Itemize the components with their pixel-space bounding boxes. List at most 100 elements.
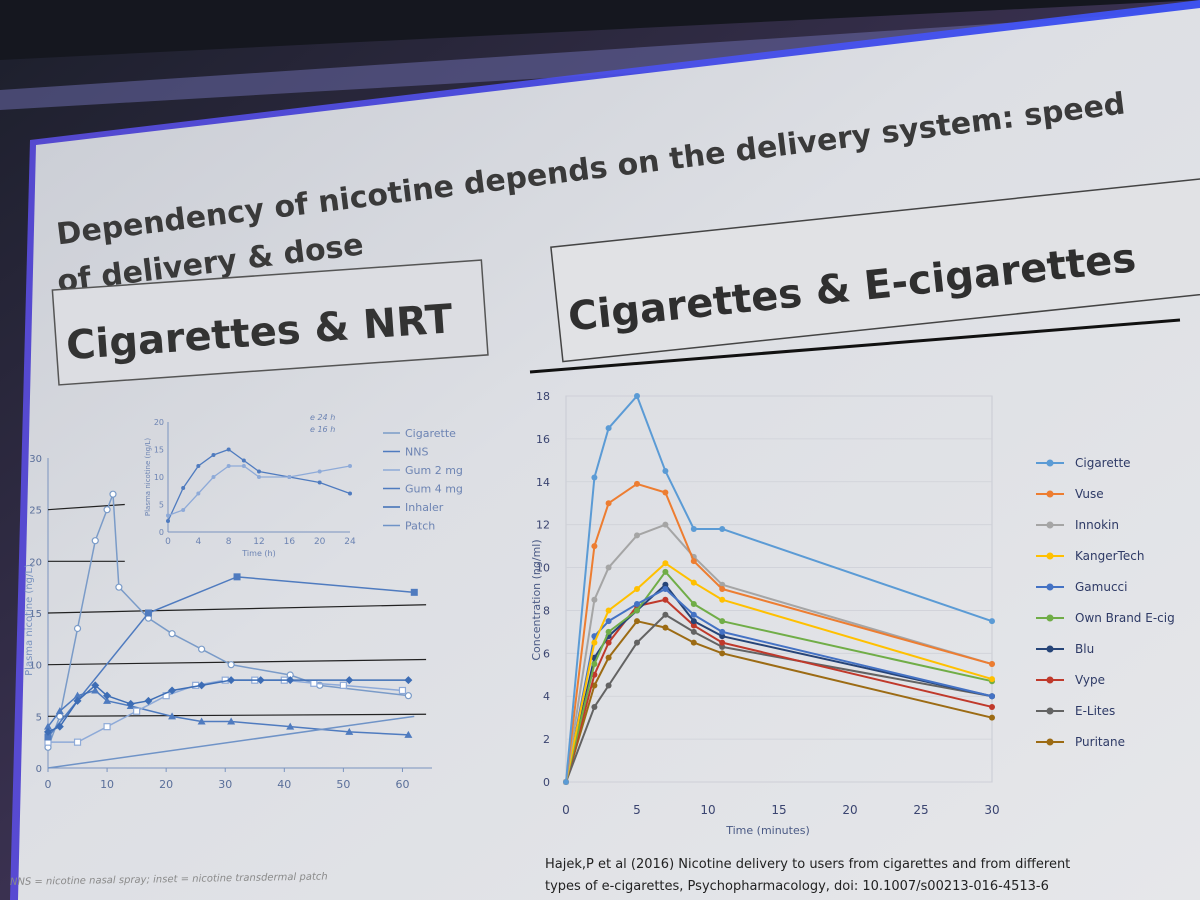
right-series-point	[719, 643, 726, 650]
left-reference-line	[47, 503, 125, 511]
left-series-point	[410, 588, 418, 596]
left-series-point	[55, 722, 64, 731]
left-x-tick-label: 20	[159, 778, 173, 791]
right-series-point	[719, 596, 726, 603]
inset-series-point	[348, 491, 352, 496]
right-series-point	[634, 393, 640, 399]
inset-series-line	[167, 448, 351, 522]
left-y-tick-label: 30	[29, 454, 42, 465]
inset-y-tick-label: 5	[159, 501, 164, 510]
left-series-point	[44, 727, 52, 736]
left-heading-box: Cigarettes & NRT	[51, 259, 489, 386]
right-series-point	[634, 607, 640, 614]
inset-y-tick-label: 15	[154, 446, 164, 455]
inset-x-tick-label: 16	[284, 537, 296, 547]
right-series-point	[662, 560, 669, 567]
right-chart-grid	[565, 395, 993, 783]
left-legend-label: Patch	[405, 520, 435, 533]
right-x-tick-label: 10	[700, 803, 715, 817]
inset-series-point	[317, 469, 322, 474]
left-chart-series	[44, 490, 418, 769]
inset-x-tick-label: 12	[253, 537, 264, 547]
left-series-point	[233, 573, 241, 581]
left-y-tick-label: 20	[29, 557, 42, 568]
right-legend-marker	[1046, 738, 1054, 746]
left-series-point	[55, 707, 64, 715]
inset-y-tick-label: 20	[154, 418, 164, 427]
right-series-point	[591, 474, 598, 481]
left-series-point	[227, 717, 236, 725]
inset-series-point	[348, 464, 352, 468]
left-series-point	[197, 681, 206, 690]
right-series-point	[690, 628, 697, 635]
right-series-point	[719, 525, 726, 532]
right-x-tick-label: 5	[633, 803, 641, 817]
right-legend-label: Innokin	[1075, 518, 1119, 532]
right-chart-series	[563, 393, 995, 785]
right-legend-marker	[1046, 490, 1054, 498]
right-legend-label: Gamucci	[1075, 580, 1127, 594]
left-series-point	[310, 679, 318, 687]
left-series-line	[47, 689, 409, 736]
right-series-point	[605, 682, 612, 689]
left-series-line	[47, 576, 415, 738]
right-legend-marker	[1046, 552, 1054, 560]
right-series-point	[690, 639, 697, 646]
left-series-point	[168, 686, 177, 695]
right-legend-label: Own Brand E-cig	[1075, 611, 1175, 625]
left-reference-line	[47, 604, 427, 614]
right-series-line	[565, 523, 993, 783]
left-series-point	[197, 717, 206, 725]
inset-series-point	[241, 458, 246, 463]
right-x-tick-label: 25	[913, 803, 928, 817]
right-series-point	[690, 622, 697, 629]
left-series-point	[227, 676, 236, 685]
left-series-point	[103, 696, 112, 704]
inset-series-point	[181, 508, 186, 512]
left-series-point	[91, 686, 100, 694]
inset-ylabel: Plasma nicotine (ng/L)	[144, 438, 152, 516]
inset-legend-label: e 24 h	[310, 413, 335, 422]
right-series-point	[634, 618, 640, 625]
left-series-point	[144, 609, 152, 617]
inset-x-tick-label: 4	[195, 537, 201, 547]
right-legend-marker	[1046, 676, 1054, 684]
left-series-point	[91, 681, 100, 690]
right-series-point	[989, 676, 995, 683]
inset-series-point	[211, 475, 216, 479]
right-series-point	[605, 628, 612, 635]
left-legend-label: NNS	[405, 446, 428, 459]
right-series-point	[605, 425, 612, 432]
right-chart-ticks: 0 5 10 15 20 25 30 0 2 4 6 8 10 12 14 16 18	[536, 390, 1000, 817]
left-series-line	[48, 679, 403, 743]
left-reference-line	[47, 658, 427, 666]
right-xlabel: Time (minutes)	[725, 824, 810, 837]
right-y-tick-label: 2	[543, 733, 550, 746]
right-series-point	[591, 703, 598, 710]
right-legend-marker	[1046, 459, 1054, 467]
inset-y-tick-label: 0	[159, 528, 164, 537]
right-legend-label: KangerTech	[1075, 549, 1144, 563]
left-legend-label: Cigarette	[405, 427, 456, 440]
left-legend-label: Gum 4 mg	[405, 483, 463, 496]
left-series-point	[109, 490, 117, 498]
left-reference-line	[47, 713, 427, 717]
right-series-point	[634, 480, 640, 487]
right-series-point	[662, 596, 669, 603]
right-series-point	[591, 543, 598, 550]
right-legend-label: E-Lites	[1075, 704, 1115, 718]
right-legend-marker	[1046, 614, 1054, 622]
right-heading-underline	[529, 318, 1181, 374]
left-series-point	[73, 624, 82, 633]
left-ylabel: Plasma nicotine (ng/L)	[24, 564, 35, 676]
right-series-point	[989, 693, 995, 700]
right-series-line	[565, 395, 993, 783]
inset-series-point	[257, 469, 261, 474]
right-series-point	[605, 618, 612, 625]
right-series-point	[989, 703, 995, 710]
right-x-tick-label: 15	[771, 803, 786, 817]
left-series-point	[398, 686, 407, 695]
right-series-line	[565, 562, 993, 783]
right-series-point	[662, 489, 669, 496]
